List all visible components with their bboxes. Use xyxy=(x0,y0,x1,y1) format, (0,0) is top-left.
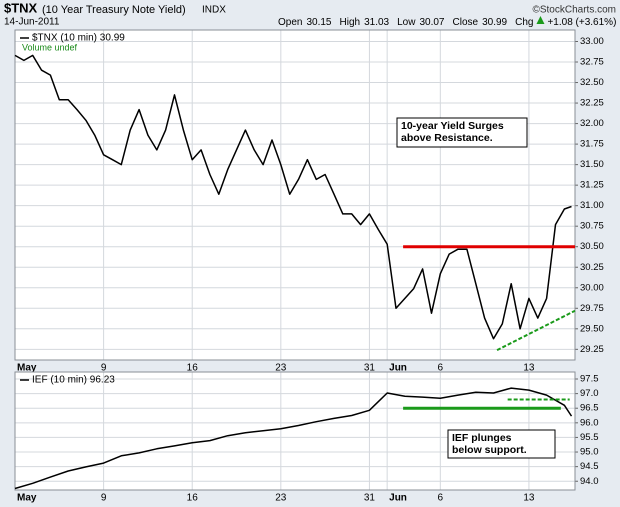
stat-value: 31.03 xyxy=(364,17,389,28)
stat-label: Low xyxy=(397,17,416,28)
y-tick-label: 29.25 xyxy=(580,344,604,355)
stats: Open 30.15 High 31.03 Low 30.07 Close 30.99 Chg +… xyxy=(278,17,616,28)
price-line xyxy=(14,387,573,490)
annotation-text: above Resistance. xyxy=(401,132,493,144)
stat-value: +1.08 (+3.61%) xyxy=(547,17,616,28)
date: 14-Jun-2011 xyxy=(4,17,60,28)
legend-note: Volume undef xyxy=(22,42,78,52)
annotation-text: 10-year Yield Surges xyxy=(401,120,504,132)
y-tick-label: 94.5 xyxy=(580,461,599,472)
y-tick-label: 31.50 xyxy=(580,159,604,170)
x-tick-label: 31 xyxy=(364,493,376,504)
y-tick-label: 97.5 xyxy=(580,374,599,385)
y-tick-label: 30.75 xyxy=(580,221,604,232)
x-tick-label: Jun xyxy=(389,493,407,504)
annotation-box xyxy=(447,429,556,459)
y-tick-label: 32.25 xyxy=(580,98,604,109)
x-tick-label: May xyxy=(17,363,37,374)
change-arrow xyxy=(536,16,545,24)
y-tick-label: 96.5 xyxy=(580,403,599,414)
annotation-text: IEF plunges xyxy=(452,432,512,444)
x-tick-label: 31 xyxy=(364,363,376,374)
price-line xyxy=(14,54,572,340)
symbol-name: (10 Year Treasury Note Yield) xyxy=(42,4,186,16)
y-tick-label: 29.75 xyxy=(580,303,604,314)
symbol: $TNX xyxy=(4,0,38,15)
exchange: INDX xyxy=(202,5,226,16)
copyright: ©StockCharts.com xyxy=(532,5,616,16)
y-tick-label: 31.25 xyxy=(580,180,604,191)
plot-area xyxy=(14,29,576,361)
stat-label: Open xyxy=(278,17,302,28)
x-tick-label: 23 xyxy=(275,493,287,504)
x-tick-label: 13 xyxy=(523,493,535,504)
plot-border xyxy=(14,371,576,491)
y-tick-label: 33.00 xyxy=(580,36,604,47)
x-tick-label: 16 xyxy=(187,363,199,374)
x-tick-label: 6 xyxy=(438,493,444,504)
y-tick-label: 30.00 xyxy=(580,282,604,293)
y-tick-label: 97.0 xyxy=(580,388,599,399)
y-tick-label: 95.0 xyxy=(580,447,599,458)
x-tick-label: 13 xyxy=(523,363,535,374)
y-tick-label: 94.0 xyxy=(580,476,599,487)
plot-border xyxy=(14,29,576,361)
stat-label: High xyxy=(340,17,361,28)
x-tick-label: 16 xyxy=(187,493,199,504)
y-tick-label: 96.0 xyxy=(580,417,599,428)
annotation-text: below support. xyxy=(452,444,527,456)
y-tick-label: 29.50 xyxy=(580,323,604,334)
x-tick-label: 23 xyxy=(275,363,287,374)
y-tick-label: 95.5 xyxy=(580,432,599,443)
x-tick-label: 9 xyxy=(101,493,107,504)
y-tick-label: 31.75 xyxy=(580,139,604,150)
y-tick-label: 30.50 xyxy=(580,241,604,252)
stat-value: 30.99 xyxy=(482,17,507,28)
y-tick-label: 30.25 xyxy=(580,262,604,273)
y-tick-label: 32.00 xyxy=(580,118,604,129)
legend-entry: $TNX (10 min) 30.99 xyxy=(32,33,125,44)
reference-line xyxy=(496,309,576,352)
x-tick-label: 9 xyxy=(101,363,107,374)
x-tick-label: Jun xyxy=(389,363,407,374)
legend-entry: IEF (10 min) 96.23 xyxy=(32,375,115,386)
y-tick-label: 32.75 xyxy=(580,57,604,68)
stat-label: Close xyxy=(453,17,479,28)
x-tick-label: May xyxy=(17,493,37,504)
stat-value: 30.07 xyxy=(419,17,444,28)
y-tick-label: 32.50 xyxy=(580,77,604,88)
stat-value: 30.15 xyxy=(306,17,331,28)
x-tick-label: 6 xyxy=(438,363,444,374)
annotation-box xyxy=(396,117,528,148)
y-tick-label: 31.00 xyxy=(580,200,604,211)
stat-label: Chg xyxy=(515,17,533,28)
